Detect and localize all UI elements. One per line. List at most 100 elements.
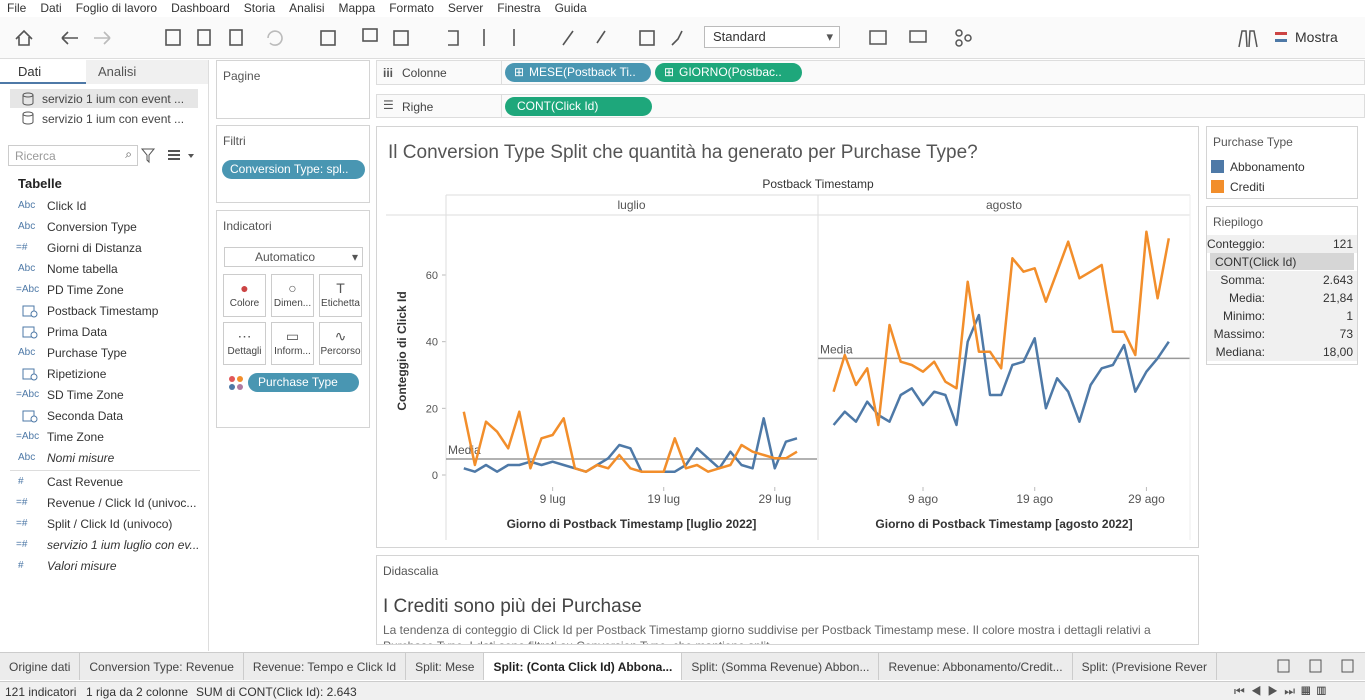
summary-measure: CONT(Click Id)	[1210, 253, 1354, 270]
mark-button-glyph: ⋯	[237, 328, 252, 344]
show-me[interactable]: Mostra	[1275, 29, 1338, 45]
rows-icon: ☰	[383, 98, 394, 112]
menu-item[interactable]: Storia	[243, 1, 276, 15]
field[interactable]: =# servizio 1 ium luglio con ev...	[0, 536, 208, 554]
source-row-selected[interactable]	[10, 89, 198, 108]
summary-row: Media: 21,84	[1207, 289, 1357, 307]
data-pane: Dati Analisi servizio 1 ium con event ..…	[0, 60, 209, 651]
search-placeholder: Ricerca	[15, 149, 56, 163]
field[interactable]: Ripetizione	[0, 365, 208, 383]
date-icon-clock	[30, 373, 38, 381]
status-bar: 121 indicatori 1 riga da 2 colonne SUM d…	[0, 681, 1365, 700]
x-axis-title: Giorno di Postback Timestamp [agosto 202…	[875, 517, 1132, 531]
menu-item[interactable]: Dashboard	[171, 1, 230, 15]
mark-pill[interactable]: Purchase Type	[248, 373, 359, 392]
field[interactable]: =# Split / Click Id (univoco)	[0, 515, 208, 533]
data-tab[interactable]: Dati	[0, 60, 86, 84]
summary-label: Mediana:	[1215, 345, 1265, 359]
field[interactable]: =# Revenue / Click Id (univoc...	[0, 494, 208, 512]
sheet-tab[interactable]: Revenue: Tempo e Click Id	[244, 653, 407, 680]
mark-button[interactable]: T Etichetta	[319, 274, 362, 317]
mark-button[interactable]: ● Colore	[223, 274, 266, 317]
analysis-tab[interactable]: Analisi	[86, 60, 208, 84]
field-icon: =Abc	[16, 431, 40, 442]
mark-button[interactable]: ∿ Percorso	[319, 322, 362, 365]
x-tick-label: 29 ago	[1128, 492, 1165, 506]
sheet-tab[interactable]: Split: (Conta Click Id) Abbona...	[484, 653, 683, 680]
tables-title: Tabelle	[18, 176, 62, 191]
chart: Postback Timestamp Conteggio di Click Id 0…	[386, 177, 1191, 540]
field-icon: Abc	[18, 221, 36, 232]
field[interactable]: Seconda Data	[0, 407, 208, 425]
x-axis-title: Giorno di Postback Timestamp [luglio 202…	[507, 517, 757, 531]
mark-button[interactable]: ▭ Inform...	[271, 322, 314, 365]
field-name: Revenue / Click Id (univoc...	[47, 496, 197, 510]
series-line	[463, 417, 798, 473]
column-pill-text: MESE(Postback Ti..	[529, 65, 636, 79]
date-icon-clock	[30, 331, 38, 339]
summary-label: Massimo:	[1213, 327, 1265, 341]
mark-type-dropdown[interactable]: Automatico ▾	[224, 247, 363, 267]
menu-item[interactable]: Guida	[554, 1, 587, 15]
search-box[interactable]: Ricerca ⌕	[8, 145, 138, 166]
field[interactable]: Abc Conversion Type	[0, 218, 208, 236]
field-name: Split / Click Id (univoco)	[47, 517, 173, 531]
sheet-tab[interactable]: Conversion Type: Revenue	[80, 653, 244, 680]
sheet-tab[interactable]: Split: (Somma Revenue) Abbon...	[682, 653, 880, 680]
column-pill[interactable]: ⊞ GIORNO(Postbac..	[655, 63, 802, 82]
menu-item[interactable]: Analisi	[289, 1, 325, 15]
x-tick-label: 9 lug	[540, 492, 566, 506]
caption-title: Didascalia	[383, 564, 439, 578]
sheet-tab[interactable]: Split: Mese	[406, 653, 485, 680]
sheet-tab[interactable]: Revenue: Abbonamento/Credit...	[879, 653, 1073, 680]
field[interactable]: Abc Purchase Type	[0, 344, 208, 362]
menu-item[interactable]: Formato	[389, 1, 434, 15]
menu-item[interactable]: File	[7, 1, 27, 15]
source-icons	[22, 92, 34, 125]
mark-button-label: Etichetta	[321, 298, 360, 309]
reference-label: Media	[448, 443, 481, 457]
field[interactable]: =Abc PD Time Zone	[0, 281, 208, 299]
menu-item[interactable]: Finestra	[497, 1, 541, 15]
legend-entry[interactable]: Crediti	[1211, 180, 1265, 194]
pill-plus: ⊞	[664, 65, 675, 79]
field[interactable]: Postback Timestamp	[0, 302, 208, 320]
mark-button-label: Colore	[229, 298, 260, 309]
field[interactable]: Abc Nomi misure	[0, 449, 208, 467]
row-pill[interactable]: CONT(Click Id)	[505, 97, 652, 116]
field[interactable]: Abc Click Id	[0, 197, 208, 215]
field[interactable]: Abc Nome tabella	[0, 260, 208, 278]
legend-card: Purchase Type Abbonamento Crediti	[1206, 126, 1358, 199]
column-pill[interactable]: ⊞ MESE(Postback Ti..	[505, 63, 651, 82]
field[interactable]: =# Giorni di Distanza	[0, 239, 208, 257]
rows-title: Righe	[402, 100, 434, 114]
summary-value: 121	[1332, 237, 1353, 251]
field-name: Valori misure	[47, 559, 117, 573]
caption-card: Didascalia I Crediti sono più dei Purcha…	[376, 555, 1199, 645]
column-header: Postback Timestamp	[762, 177, 874, 191]
view-size-dropdown[interactable]: Standard ▾	[704, 26, 840, 48]
filter-pill[interactable]: Conversion Type: spl..	[222, 160, 365, 179]
caption-heading: I Crediti sono più dei Purchase	[383, 596, 642, 617]
legend-entry[interactable]: Abbonamento	[1211, 160, 1305, 174]
field[interactable]: # Valori misure	[0, 557, 208, 575]
status-nav: ⏮◀▶⏭▦▥	[1234, 684, 1333, 698]
pages-title: Pagine	[223, 69, 261, 83]
menu-item[interactable]: Server	[447, 1, 484, 15]
marks-title: Indicatori	[223, 219, 272, 233]
menu-item[interactable]: Foglio di lavoro	[75, 1, 158, 15]
sheet-tab[interactable]: Origine dati	[0, 653, 81, 680]
field[interactable]: =Abc Time Zone	[0, 428, 208, 446]
field[interactable]: Prima Data	[0, 323, 208, 341]
sheet-tab[interactable]: Split: (Previsione Rever	[1073, 653, 1217, 680]
menu-item[interactable]: Mappa	[338, 1, 376, 15]
mark-button[interactable]: ○ Dimen...	[271, 274, 314, 317]
field[interactable]: =Abc SD Time Zone	[0, 386, 208, 404]
filters-card: Filtri Conversion Type: spl..	[216, 125, 370, 203]
field-icon: Abc	[18, 263, 36, 274]
worksheet: Il Conversion Type Split che quantità ha…	[376, 126, 1199, 548]
menu-item[interactable]: Dati	[40, 1, 62, 15]
field[interactable]: # Cast Revenue	[0, 473, 208, 491]
mark-button-glyph: T	[336, 280, 345, 296]
mark-button[interactable]: ⋯ Dettagli	[223, 322, 266, 365]
